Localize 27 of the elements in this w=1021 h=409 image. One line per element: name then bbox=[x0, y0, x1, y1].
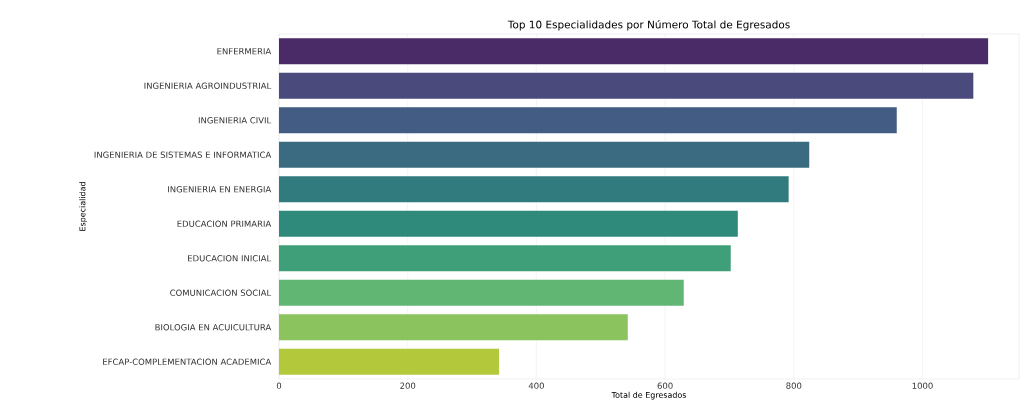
bar bbox=[279, 314, 628, 341]
bar bbox=[279, 141, 810, 168]
bar bbox=[279, 245, 731, 272]
bar bbox=[279, 107, 897, 134]
x-tick-label: 800 bbox=[786, 382, 802, 389]
x-tick-label: 1000 bbox=[912, 382, 933, 389]
y-tick-label: EFCAP-COMPLEMENTACION ACADEMICA bbox=[103, 358, 272, 365]
x-tick-label: 200 bbox=[400, 382, 416, 389]
y-tick-label: EDUCACION INICIAL bbox=[188, 255, 272, 262]
chart-title: Top 10 Especialidades por Número Total de Egresados bbox=[507, 19, 790, 31]
y-tick-label: INGENIERIA CIVIL bbox=[198, 117, 272, 124]
bar bbox=[279, 176, 789, 203]
y-tick-label: INGENIERIA EN ENERGIA bbox=[168, 186, 272, 193]
bar bbox=[279, 210, 738, 237]
bar bbox=[279, 279, 684, 306]
x-tick-label: 400 bbox=[528, 382, 544, 389]
bar bbox=[279, 72, 974, 99]
bar bbox=[279, 348, 500, 375]
y-tick-label: ENFERMERIA bbox=[217, 48, 272, 55]
x-tick-label: 600 bbox=[657, 382, 673, 389]
y-tick-label: INGENIERIA AGROINDUSTRIAL bbox=[144, 82, 272, 89]
x-tick-label: 0 bbox=[276, 382, 282, 389]
y-tick-label: COMUNICACION SOCIAL bbox=[170, 289, 272, 296]
bar bbox=[279, 38, 989, 65]
y-tick-label: EDUCACION PRIMARIA bbox=[177, 220, 272, 227]
y-tick-label: INGENIERIA DE SISTEMAS E INFORMATICA bbox=[94, 151, 272, 158]
y-tick-label: BIOLOGIA EN ACUICULTURA bbox=[155, 324, 272, 331]
